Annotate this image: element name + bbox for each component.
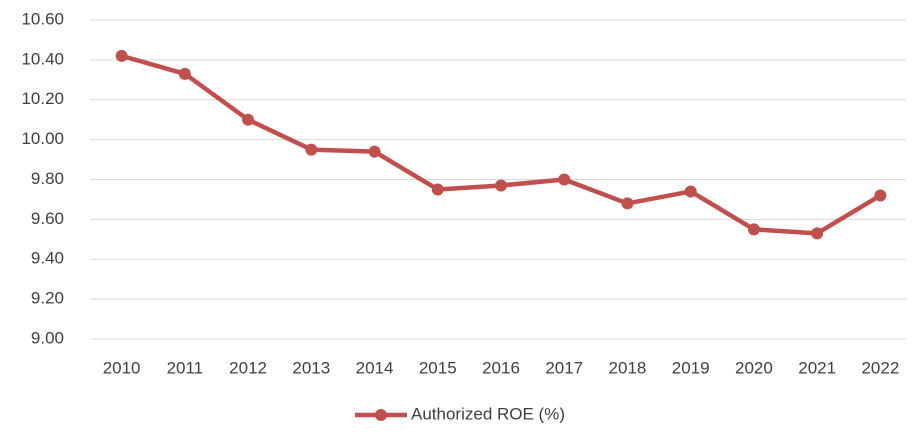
x-tick-label: 2019 <box>672 358 710 377</box>
data-point <box>242 113 255 126</box>
x-tick-label: 2012 <box>229 358 267 377</box>
y-tick-label: 9.80 <box>31 169 64 188</box>
x-tick-label: 2011 <box>167 358 204 377</box>
data-point <box>811 227 824 240</box>
data-point <box>368 145 381 158</box>
y-tick-label: 9.60 <box>31 209 64 228</box>
data-point <box>178 67 191 80</box>
y-tick-label: 9.40 <box>31 249 64 268</box>
series-line <box>121 53 882 236</box>
data-point <box>874 189 887 202</box>
y-tick-label: 9.20 <box>31 289 64 308</box>
y-tick-label: 10.60 <box>21 9 64 28</box>
data-point <box>558 173 571 186</box>
y-tick-label: 10.20 <box>21 89 64 108</box>
x-tick-label: 2021 <box>798 358 836 377</box>
data-point <box>747 223 760 236</box>
x-tick-label: 2017 <box>545 358 583 377</box>
x-tick-label: 2015 <box>419 358 457 377</box>
y-tick-label: 10.40 <box>21 49 64 68</box>
x-tick-label: 2016 <box>482 358 520 377</box>
x-tick-label: 2014 <box>356 358 394 377</box>
data-point <box>495 179 507 192</box>
data-point <box>115 49 128 62</box>
x-tick-label: 2020 <box>735 358 773 377</box>
x-tick-label: 2022 <box>861 358 899 377</box>
data-point <box>431 183 444 196</box>
y-tick-label: 9.00 <box>31 328 64 347</box>
y-tick-label: 10.00 <box>21 129 64 148</box>
legend-label: Authorized ROE (%) <box>411 404 565 423</box>
x-tick-label: 2013 <box>292 358 330 377</box>
data-point <box>305 143 318 156</box>
x-tick-label: 2018 <box>609 358 647 377</box>
x-tick-label: 2010 <box>103 358 141 377</box>
legend-marker <box>375 409 387 421</box>
data-point <box>621 197 634 210</box>
data-point <box>684 185 697 198</box>
